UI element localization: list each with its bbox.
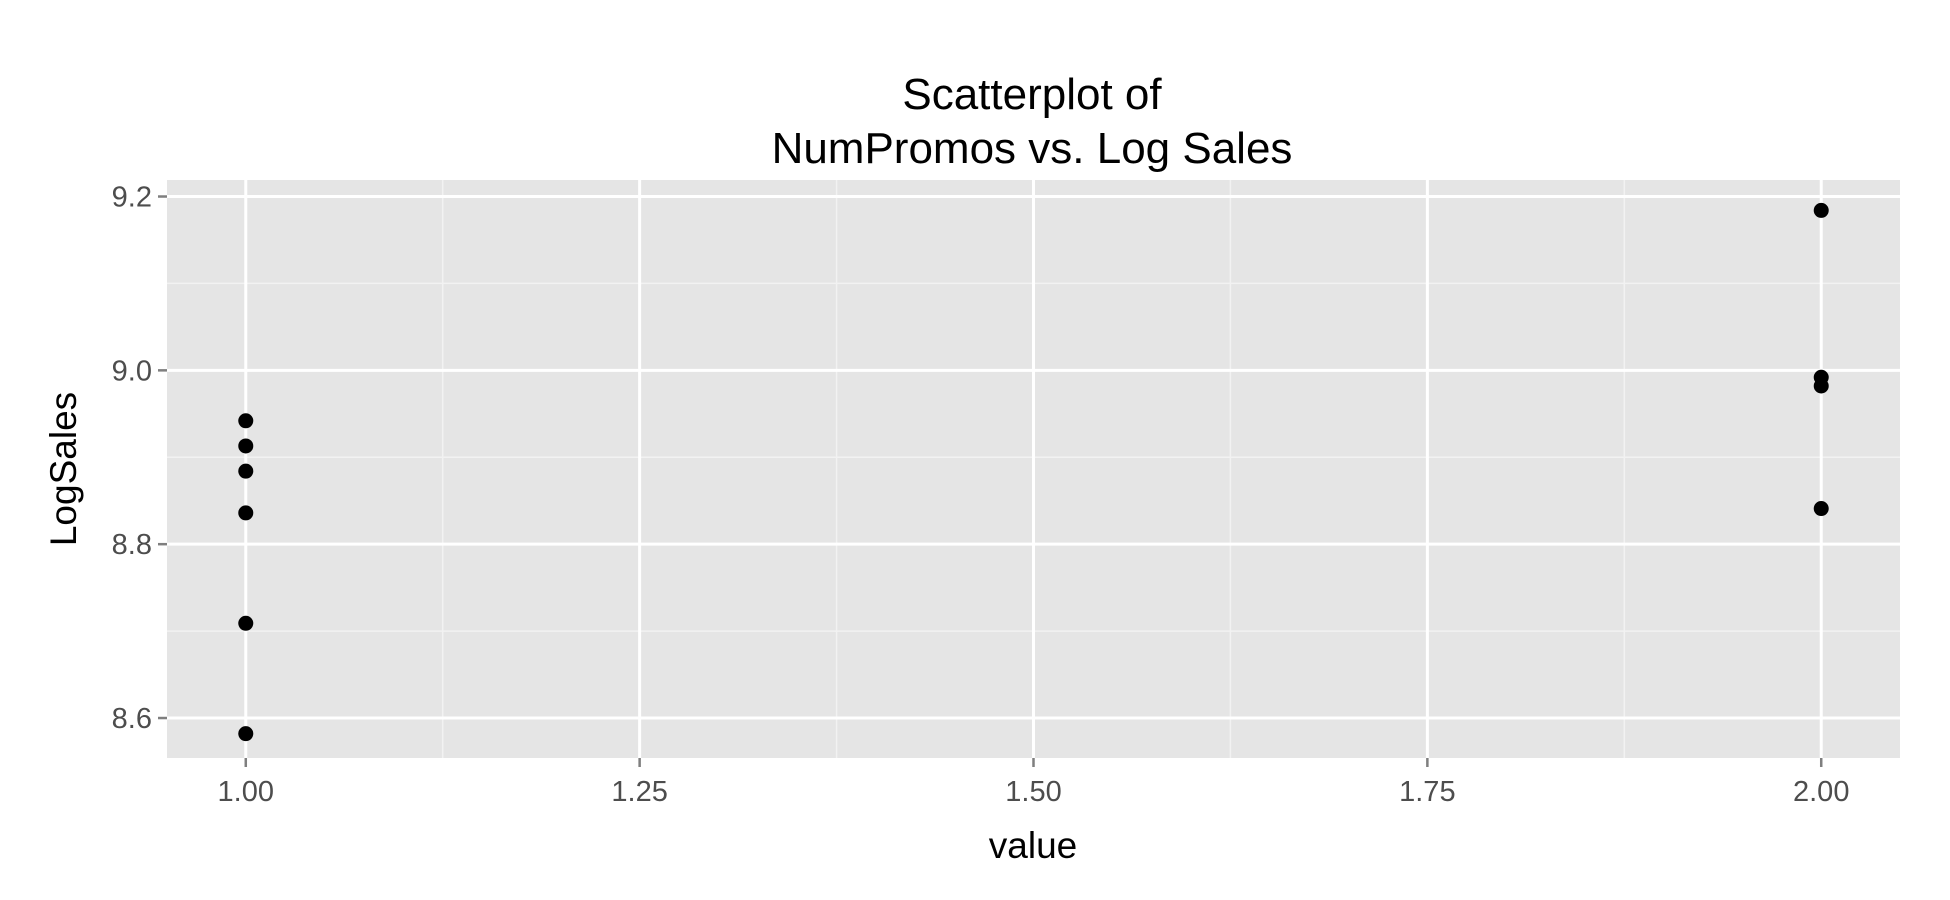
data-point [1813,202,1829,218]
data-point [1813,501,1829,517]
y-tick-label: 8.6 [112,703,152,735]
major-grid [167,180,1900,758]
x-tick-label: 2.00 [1793,776,1849,808]
y-tick-label: 9.0 [112,355,152,387]
chart-title-line-2: NumPromos vs. Log Sales [772,124,1293,173]
axis-ticks [158,195,1823,767]
data-point [238,615,254,631]
y-tick-label: 9.2 [112,182,152,214]
data-point [238,726,254,742]
data-point [238,463,254,479]
y-axis-title: LogSales [43,392,84,546]
data-point [238,438,254,454]
x-axis-title: value [989,825,1077,866]
axis-tick-labels: 1.00 1.25 1.50 1.75 2.00 8.6 8.8 9.0 9.2 [112,182,1850,808]
data-point [238,505,254,521]
x-tick-label: 1.00 [218,776,274,808]
x-tick-label: 1.25 [611,776,667,808]
x-tick-label: 1.75 [1399,776,1455,808]
chart-title-line-1: Scatterplot of [902,70,1162,119]
data-point [1813,378,1829,394]
data-point [238,413,254,429]
x-tick-label: 1.50 [1005,776,1061,808]
y-tick-label: 8.8 [112,529,152,561]
data-points [238,202,1829,742]
